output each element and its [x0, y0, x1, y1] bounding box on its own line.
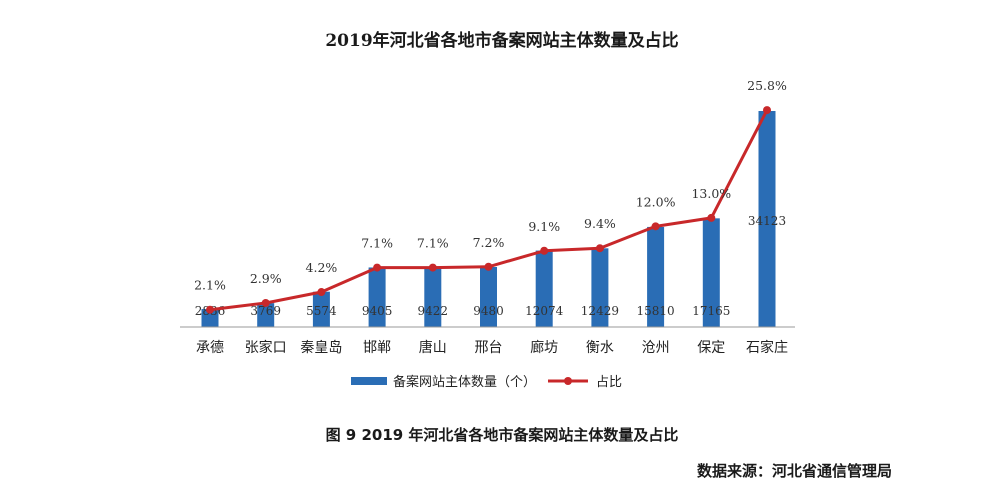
bar-value-label: 34123: [748, 214, 786, 228]
bar-1: [201, 309, 219, 327]
bar-5: [424, 267, 442, 327]
bar-value-label: 9405: [362, 304, 393, 318]
x-tick-label: 承德: [196, 340, 224, 356]
bar-2: [257, 303, 275, 327]
bar-value-label: 17165: [692, 304, 730, 318]
share-line-layer: 2.1% 2.9% 4.2% 7.1% 7.1% 7.2% 9.1% 9.4% 12.0% 13.…: [194, 78, 787, 314]
bar-9: [647, 226, 665, 327]
share-value-label: 9.4%: [584, 216, 616, 231]
bar-10: [702, 218, 720, 327]
x-tick-label: 衡水: [586, 340, 614, 356]
share-point-8: [595, 244, 604, 253]
share-value-label: 7.1%: [417, 236, 449, 251]
chart-canvas: 2836376955749405942294801207412429158101…: [180, 78, 795, 390]
x-tick-label: 邢台: [475, 340, 503, 356]
share-value-label: 4.2%: [306, 260, 338, 275]
bar-value-label: 12074: [525, 304, 564, 318]
share-point-2: [261, 298, 270, 307]
share-point-4: [373, 263, 382, 272]
x-tick-labels: 承德 张家口 秦皇岛 邯郸 唐山 邢台 廊坊 衡水 沧州 保定 石家庄: [196, 339, 788, 356]
legend: 备案网站主体数量（个） 占比: [351, 374, 622, 390]
x-tick-label: 秦皇岛: [300, 340, 342, 356]
legend-line-marker: [564, 377, 572, 385]
x-tick-label: 唐山: [419, 339, 447, 356]
chart-title: 2019年河北省各地市备案网站主体数量及占比: [325, 31, 679, 51]
share-point-7: [540, 246, 549, 255]
bars-layer: 2836376955749405942294801207412429158101…: [195, 111, 786, 327]
share-point-10: [707, 213, 716, 222]
bar-value-label: 9480: [473, 304, 504, 318]
share-point-11: [763, 106, 771, 115]
bar-value-label: 12429: [581, 304, 619, 318]
share-point-3: [317, 288, 326, 297]
share-value-label: 25.8%: [747, 78, 787, 93]
bar-6: [480, 266, 497, 327]
share-value-label: 2.9%: [250, 271, 282, 286]
legend-line-label: 占比: [596, 375, 622, 390]
legend-bar-swatch: [351, 377, 387, 385]
share-value-label: 7.1%: [361, 236, 393, 251]
bar-value-label: 15810: [637, 304, 675, 318]
figure-caption: 图 9 2019 年河北省各地市备案网站主体数量及占比: [325, 426, 679, 444]
bar-11: [758, 111, 776, 327]
share-value-label: 12.0%: [636, 194, 676, 209]
bar-3: [312, 291, 330, 327]
x-tick-label: 张家口: [245, 339, 287, 356]
x-tick-label: 沧州: [642, 339, 670, 356]
share-point-9: [651, 222, 660, 231]
share-value-label: 2.1%: [194, 278, 226, 293]
bar-value-label: 3769: [250, 304, 281, 318]
bar-8: [591, 248, 609, 327]
bar-value-label: 9422: [418, 304, 449, 318]
bar-value-label: 5574: [306, 304, 337, 318]
share-value-label: 9.1%: [528, 219, 560, 234]
x-tick-label: 保定: [697, 340, 725, 356]
legend-bar-label: 备案网站主体数量（个）: [393, 374, 536, 390]
x-tick-label: 石家庄: [746, 339, 788, 356]
x-tick-label: 廊坊: [530, 339, 558, 356]
x-tick-label: 邯郸: [363, 340, 391, 356]
share-value-label: 7.2%: [473, 235, 505, 250]
data-source: 数据来源：河北省通信管理局: [696, 462, 892, 480]
bar-4: [368, 267, 386, 327]
share-point-1: [206, 305, 214, 314]
bar-7: [535, 250, 553, 327]
share-point-5: [428, 263, 437, 272]
share-point-6: [484, 262, 493, 271]
share-value-label: 13.0%: [691, 186, 731, 201]
